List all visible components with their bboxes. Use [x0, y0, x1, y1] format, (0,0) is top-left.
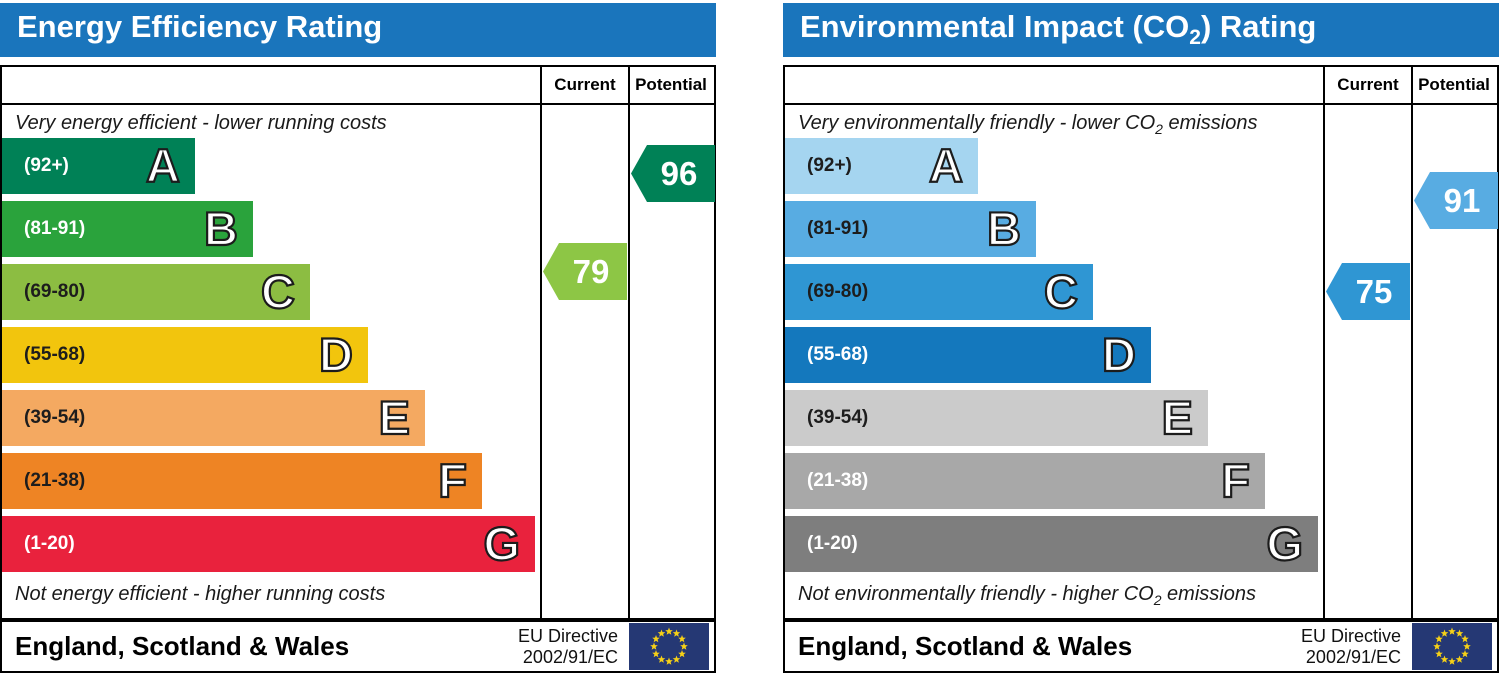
energy-efficiency-chart: Energy Efficiency Rating Current Potenti… — [0, 0, 716, 675]
band-letter: E — [378, 390, 412, 445]
band-b: (81-91) B — [785, 201, 1036, 257]
band-letter: B — [203, 201, 239, 256]
current-column-divider — [1323, 67, 1325, 618]
band-e: (39-54) E — [785, 390, 1208, 446]
band-range-label: (81-91) — [24, 218, 86, 239]
band-c: (69-80) C — [785, 264, 1093, 320]
top-note: Very environmentally friendly - lower CO… — [798, 112, 1258, 137]
band-letter: D — [318, 327, 354, 382]
band-letter: F — [437, 453, 468, 508]
potential-rating-value: 91 — [1443, 182, 1481, 219]
table-header-row: Current Potential — [785, 67, 1497, 105]
band-range-label: (81-91) — [807, 218, 869, 239]
band-a: (92+) A — [2, 138, 195, 194]
current-column-header: Current — [554, 75, 616, 94]
band-range-label: (92+) — [24, 155, 69, 176]
current-rating-value: 75 — [1355, 273, 1393, 310]
rating-bands: (92+) A (81-91) B (69-80) C (55-68) D (3… — [785, 138, 1323, 579]
rating-table: Current Potential Very environmentally f… — [783, 65, 1499, 620]
band-letter: A — [145, 138, 181, 193]
band-letter: A — [928, 138, 964, 193]
band-range-label: (55-68) — [24, 344, 86, 365]
rating-bands: (92+) A (81-91) B (69-80) C (55-68) D (3… — [2, 138, 540, 579]
band-range-label: (21-38) — [807, 470, 869, 491]
chart-title-bar: Energy Efficiency Rating — [0, 3, 716, 57]
eu-flag-icon — [629, 623, 709, 670]
band-range-label: (69-80) — [807, 281, 869, 302]
potential-rating-arrow: 96 — [631, 145, 715, 202]
table-header-row: Current Potential — [2, 67, 714, 105]
band-letter: C — [1043, 264, 1079, 319]
band-range-label: (21-38) — [24, 470, 86, 491]
band-g: (1-20) G — [2, 516, 535, 572]
potential-column-header: Potential — [1418, 75, 1490, 94]
band-f: (21-38) F — [2, 453, 482, 509]
band-range-label: (39-54) — [24, 407, 86, 428]
band-e: (39-54) E — [2, 390, 425, 446]
rating-table: Current Potential Very energy efficient … — [0, 65, 716, 620]
current-column-divider — [540, 67, 542, 618]
eu-directive-label: EU Directive 2002/91/EC — [1300, 625, 1401, 667]
region-label: England, Scotland & Wales — [798, 631, 1133, 661]
band-letter: D — [1101, 327, 1137, 382]
band-d: (55-68) D — [2, 327, 368, 383]
band-b: (81-91) B — [2, 201, 253, 257]
bottom-note: Not environmentally friendly - higher CO… — [798, 583, 1256, 608]
chart-title-bar: Environmental Impact (CO2) Rating — [783, 3, 1499, 57]
bottom-note: Not energy efficient - higher running co… — [15, 583, 386, 605]
band-range-label: (1-20) — [24, 533, 75, 554]
band-range-label: (1-20) — [807, 533, 858, 554]
chart-title: Environmental Impact (CO2) Rating — [800, 9, 1317, 50]
left-arrow-shape — [1414, 172, 1498, 229]
band-c: (69-80) C — [2, 264, 310, 320]
band-letter: F — [1220, 453, 1251, 508]
band-g: (1-20) G — [785, 516, 1318, 572]
band-a: (92+) A — [785, 138, 978, 194]
current-rating-arrow: 75 — [1326, 263, 1410, 320]
eu-flag-icon — [1412, 623, 1492, 670]
eu-directive-label: EU Directive 2002/91/EC — [517, 625, 618, 667]
potential-rating-arrow: 91 — [1414, 172, 1498, 229]
band-letter: C — [260, 264, 296, 319]
band-range-label: (39-54) — [807, 407, 869, 428]
potential-rating-value: 96 — [660, 155, 698, 192]
left-arrow-shape — [631, 145, 715, 202]
table-footer: England, Scotland & Wales EU Directive 2… — [0, 620, 716, 673]
table-footer: England, Scotland & Wales EU Directive 2… — [783, 620, 1499, 673]
left-arrow-shape — [543, 243, 627, 300]
band-letter: E — [1161, 390, 1195, 445]
band-range-label: (69-80) — [24, 281, 86, 302]
band-letter: G — [1265, 516, 1304, 571]
left-arrow-shape — [1326, 263, 1410, 320]
band-d: (55-68) D — [785, 327, 1151, 383]
chart-title: Energy Efficiency Rating — [17, 9, 383, 45]
band-range-label: (92+) — [807, 155, 852, 176]
band-letter: G — [482, 516, 521, 571]
current-rating-arrow: 79 — [543, 243, 627, 300]
band-range-label: (55-68) — [807, 344, 869, 365]
region-label: England, Scotland & Wales — [15, 631, 350, 661]
band-letter: B — [986, 201, 1022, 256]
potential-column-divider — [628, 67, 630, 618]
current-column-header: Current — [1337, 75, 1399, 94]
top-note: Very energy efficient - lower running co… — [15, 112, 387, 134]
current-rating-value: 79 — [572, 253, 610, 290]
potential-column-divider — [1411, 67, 1413, 618]
band-f: (21-38) F — [785, 453, 1265, 509]
environmental-impact-chart: Environmental Impact (CO2) Rating Curren… — [783, 0, 1499, 675]
potential-column-header: Potential — [635, 75, 707, 94]
